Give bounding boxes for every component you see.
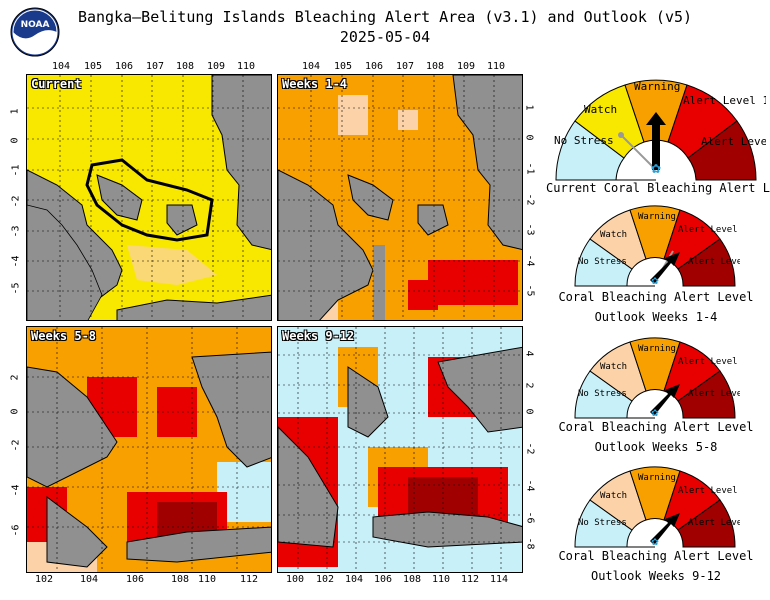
gauge2-caption2: Outlook Weeks 1-4 (594, 310, 718, 324)
svg-text:✿: ✿ (651, 273, 659, 287)
gauge3-caption: Coral Bleaching Alert Level (558, 420, 754, 434)
svg-text:Alert Level 1: Alert Level 1 (678, 357, 740, 367)
gauge1-no-stress: No Stress (554, 134, 614, 147)
noaa-logo: NOAA (10, 7, 60, 57)
svg-text:Alert Level 1: Alert Level 1 (678, 225, 740, 235)
svg-text:Watch: Watch (600, 362, 627, 372)
alert-gauge-weeks-5-8: No Stress Watch Warning Alert Level 1 Al… (574, 337, 740, 419)
map-panel-weeks-9-12[interactable]: Weeks 9-12 (277, 326, 523, 573)
alert-gauge-weeks-9-12: No Stress Watch Warning Alert Level 1 Al… (574, 466, 740, 548)
date-label: 2025-05-04 (339, 28, 431, 46)
map-panel-current[interactable]: Current (26, 74, 272, 321)
gauge1-alert2: Alert Level 2 (701, 135, 766, 148)
svg-text:✿: ✿ (651, 534, 659, 548)
alert-gauge-current: No Stress Watch Warning Alert Level 1 Al… (554, 79, 766, 181)
gauge2-caption: Coral Bleaching Alert Level (558, 290, 754, 304)
svg-text:No Stress: No Stress (578, 518, 627, 528)
svg-text:No Stress: No Stress (578, 257, 627, 267)
svg-text:Warning: Warning (638, 344, 676, 354)
svg-text:✿: ✿ (651, 405, 659, 419)
gauge1-alert1: Alert Level 1 (683, 94, 766, 107)
alert-gauge-weeks-1-4: No Stress Watch Warning Alert Level 1 Al… (574, 205, 740, 287)
svg-text:Warning: Warning (638, 212, 676, 222)
svg-text:Warning: Warning (638, 473, 676, 483)
gauge1-warning: Warning (634, 80, 680, 93)
panel-label-weeks-9-12: Weeks 9-12 (282, 329, 355, 343)
panel-label-weeks-5-8: Weeks 5-8 (31, 329, 97, 343)
svg-text:Watch: Watch (600, 230, 627, 240)
page-title: Bangka–Belitung Islands Bleaching Alert … (77, 8, 693, 26)
gauge1-watch: Watch (584, 103, 617, 116)
gauge1-caption: Current Coral Bleaching Alert Level (546, 181, 770, 195)
gauge4-caption2: Outlook Weeks 9-12 (590, 569, 722, 583)
svg-text:Alert Level 2: Alert Level 2 (688, 518, 740, 528)
logo-text: NOAA (21, 20, 50, 30)
panel-label-current: Current (31, 77, 82, 91)
map-panel-weeks-5-8[interactable]: Weeks 5-8 (26, 326, 272, 573)
svg-text:Watch: Watch (600, 491, 627, 501)
gauge3-caption2: Outlook Weeks 5-8 (594, 440, 718, 454)
coral-icon: ✿ (651, 158, 661, 177)
svg-text:Alert Level 2: Alert Level 2 (688, 257, 740, 267)
svg-text:Alert Level 2: Alert Level 2 (688, 389, 740, 399)
map-panel-weeks-1-4[interactable]: Weeks 1-4 (277, 74, 523, 321)
gauge4-caption: Coral Bleaching Alert Level (558, 549, 754, 563)
svg-text:Alert Level 1: Alert Level 1 (678, 486, 740, 496)
panel-label-weeks-1-4: Weeks 1-4 (282, 77, 348, 91)
svg-text:No Stress: No Stress (578, 389, 627, 399)
